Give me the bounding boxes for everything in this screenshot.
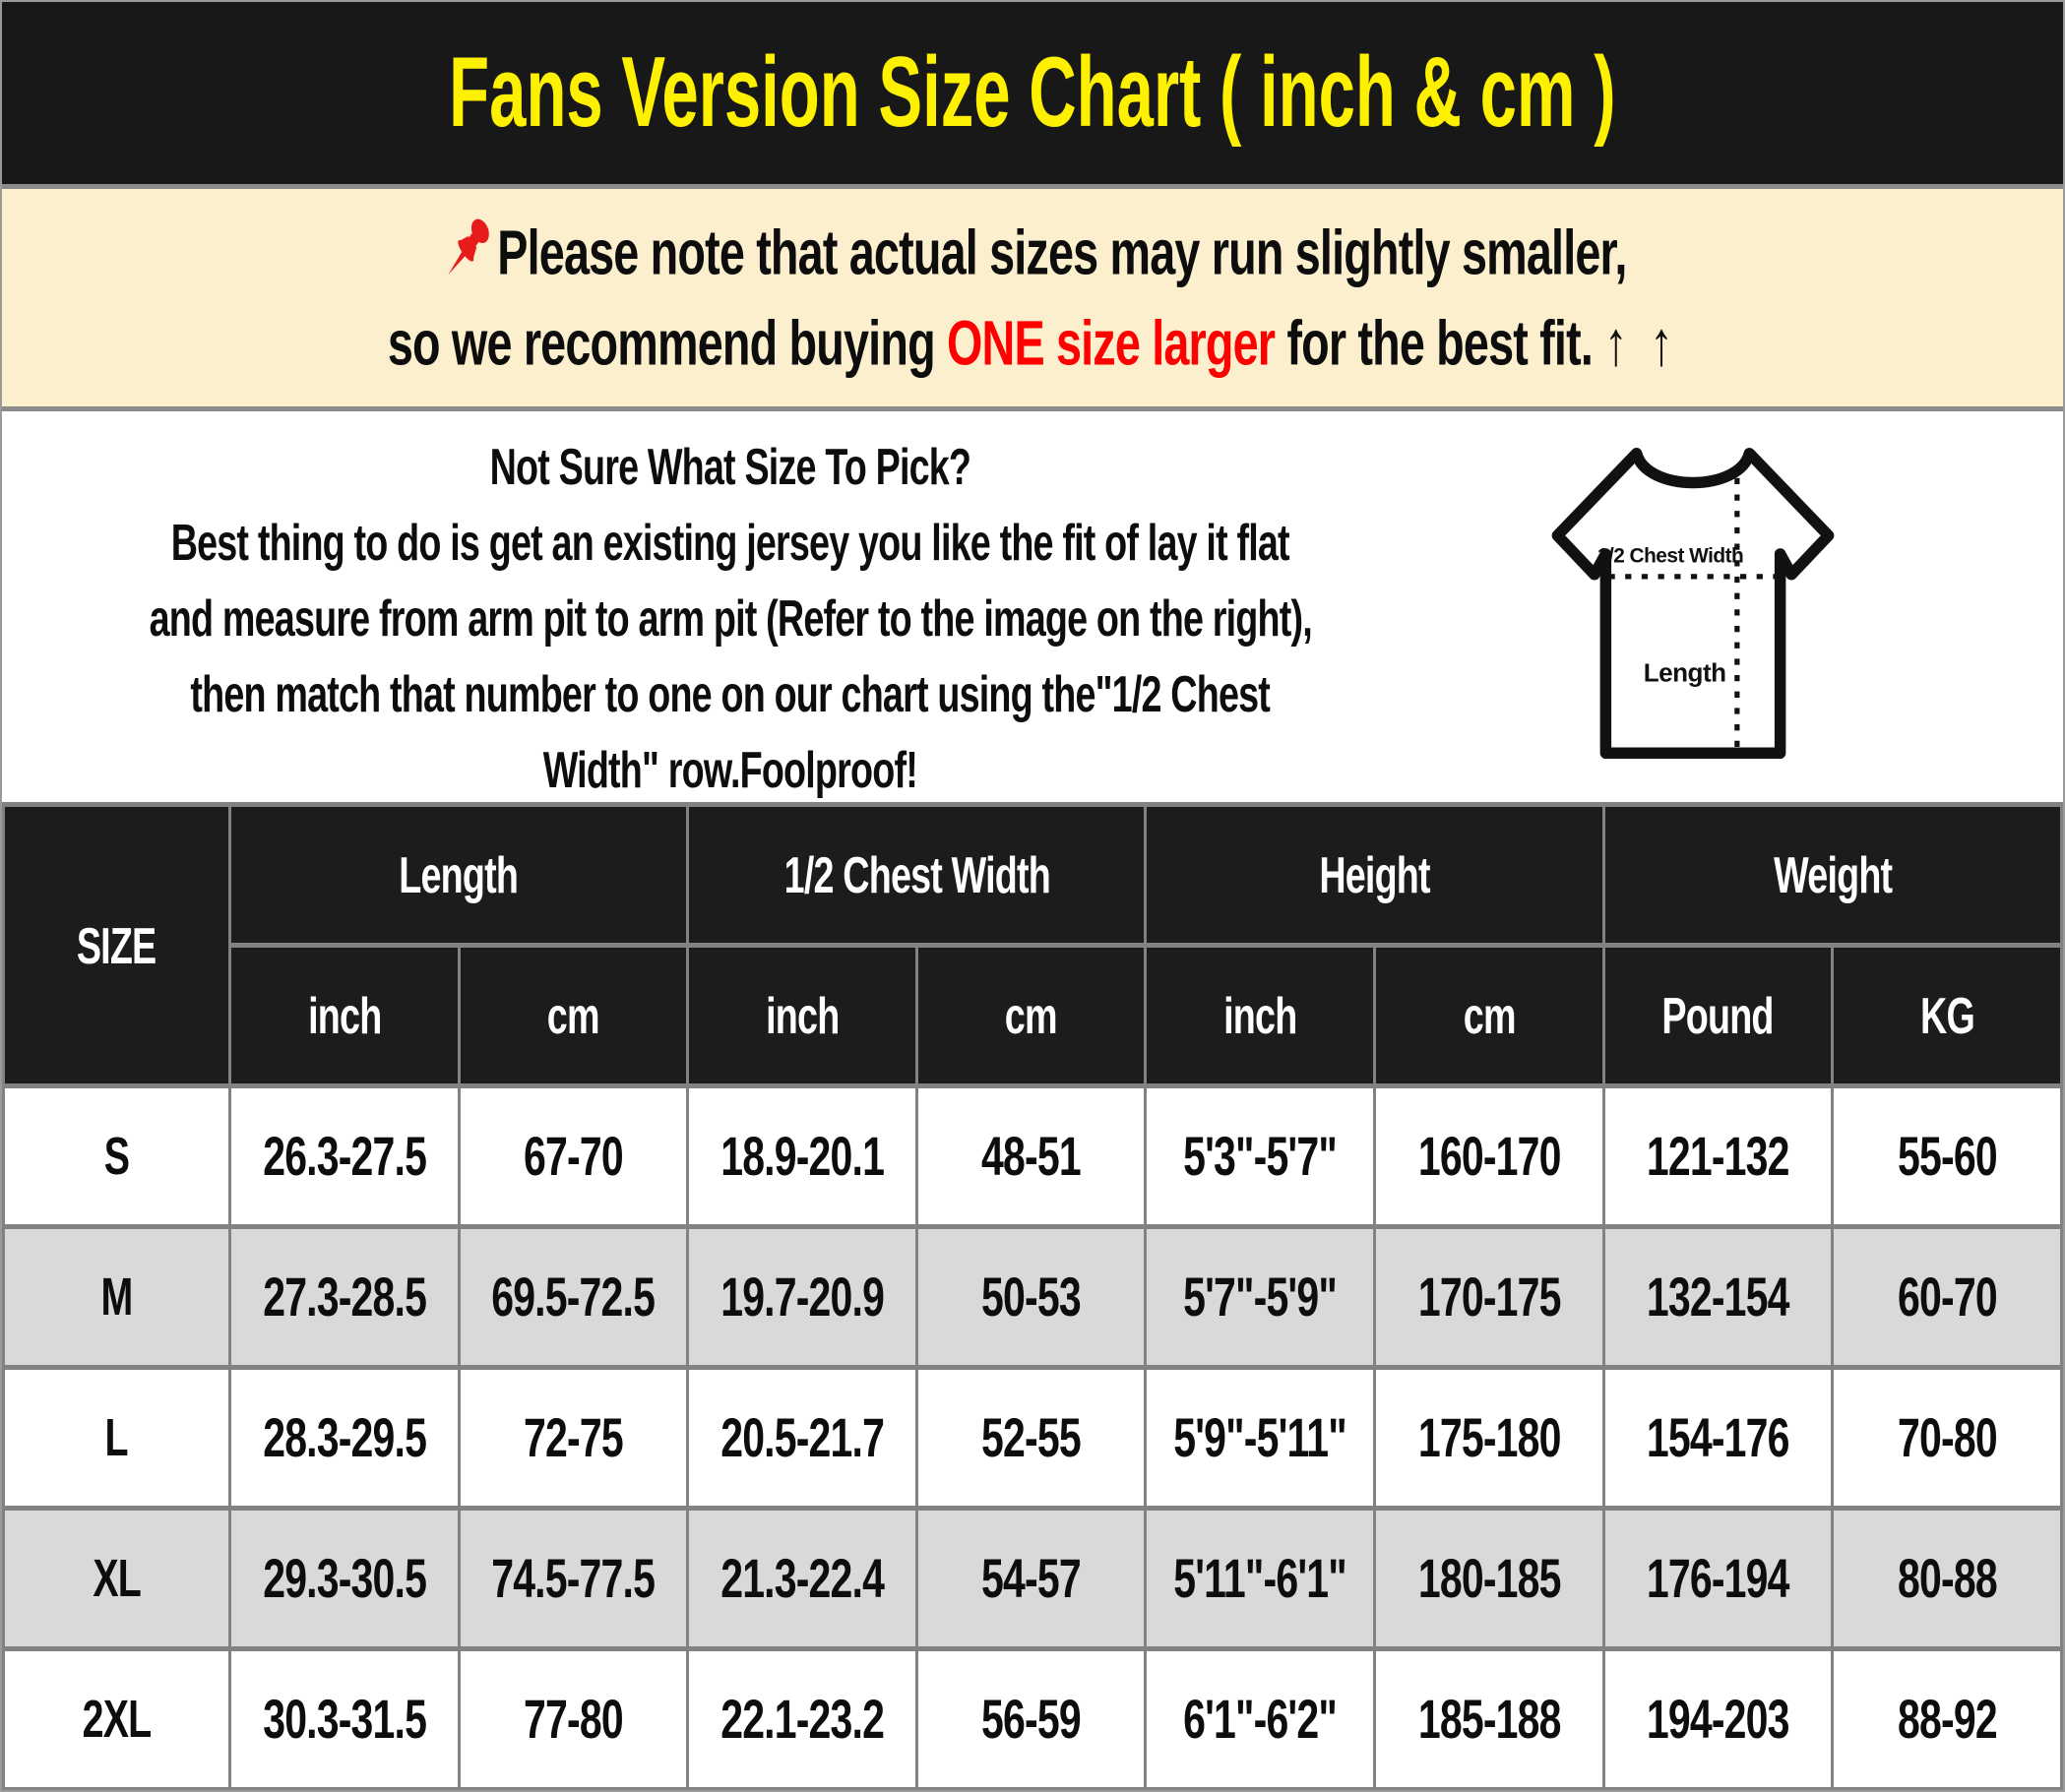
table-row-l: L 28.3-29.5 72-75 20.5-21.7 52-55 5'9"-5… <box>2 1365 2063 1511</box>
data-cell: 50-53 <box>914 1224 1148 1370</box>
size-cell: 2XL <box>2 1646 231 1790</box>
notice-line-1: Please note that actual sizes may run sl… <box>307 208 1757 298</box>
col-group-height: Height <box>1144 802 1605 948</box>
data-cell: 60-70 <box>1831 1224 2063 1370</box>
data-cell: 19.7-20.9 <box>686 1224 918 1370</box>
data-cell: 154-176 <box>1601 1365 1835 1511</box>
data-cell: 69.5-72.5 <box>457 1224 690 1370</box>
data-cell: 88-92 <box>1831 1646 2063 1790</box>
guide-heading: Not Sure What Size To Pick? <box>489 437 971 496</box>
data-cell: 72-75 <box>457 1365 690 1511</box>
data-cell: 6'1"-6'2" <box>1144 1646 1377 1790</box>
length-label: Length <box>1644 657 1726 687</box>
data-cell: 180-185 <box>1373 1506 1605 1651</box>
up-arrows: ↑ ↑ <box>1603 307 1678 379</box>
page-title: Fans Version Size Chart ( inch & cm ) <box>449 36 1616 149</box>
col-header-size: SIZE <box>2 802 231 1088</box>
size-table: SIZE Length 1/2 Chest Width Height Weigh… <box>2 802 2063 1790</box>
col-group-weight: Weight <box>1601 802 2063 948</box>
data-cell: 77-80 <box>457 1646 690 1790</box>
data-cell: 70-80 <box>1831 1365 2063 1511</box>
guide-line: Best thing to do is get an existing jers… <box>170 513 1290 572</box>
data-cell: 56-59 <box>914 1646 1148 1790</box>
table-row-2xl: 2XL 30.3-31.5 77-80 22.1-23.2 56-59 6'1"… <box>2 1646 2063 1790</box>
data-cell: 55-60 <box>1831 1083 2063 1229</box>
data-cell: 67-70 <box>457 1083 690 1229</box>
data-cell: 26.3-27.5 <box>228 1083 461 1229</box>
table-row-xl: XL 29.3-30.5 74.5-77.5 21.3-22.4 54-57 5… <box>2 1506 2063 1651</box>
data-cell: 80-88 <box>1831 1506 2063 1651</box>
data-cell: 30.3-31.5 <box>228 1646 461 1790</box>
data-cell: 29.3-30.5 <box>228 1506 461 1651</box>
table-row-m: M 27.3-28.5 69.5-72.5 19.7-20.9 50-53 5'… <box>2 1224 2063 1370</box>
guide-text: Not Sure What Size To Pick? Best thing t… <box>2 411 1459 808</box>
data-cell: 175-180 <box>1373 1365 1605 1511</box>
notice-text-1: Please note that actual sizes may run sl… <box>497 216 1628 288</box>
col-group-chest-width: 1/2 Chest Width <box>686 802 1148 948</box>
col-header-height-cm: cm <box>1373 943 1605 1088</box>
data-cell: 28.3-29.5 <box>228 1365 461 1511</box>
chest-width-label: 1/2 Chest Width <box>1597 544 1743 567</box>
data-cell: 185-188 <box>1373 1646 1605 1790</box>
col-header-weight-pound: Pound <box>1601 943 1835 1088</box>
size-cell: XL <box>2 1506 231 1651</box>
notice-text-2-pre: so we recommend buying <box>387 307 947 379</box>
data-cell: 5'9"-5'11" <box>1144 1365 1377 1511</box>
table-subheader-row: inch cm inch cm inch cm Pound KG <box>4 943 2063 1088</box>
col-header-chest-inch: inch <box>686 943 918 1088</box>
title-bar: Fans Version Size Chart ( inch & cm ) <box>2 2 2063 189</box>
data-cell: 176-194 <box>1601 1506 1835 1651</box>
size-cell: S <box>2 1083 231 1229</box>
data-cell: 54-57 <box>914 1506 1148 1651</box>
data-cell: 5'11"-6'1" <box>1144 1506 1377 1651</box>
table-row-s: S 26.3-27.5 67-70 18.9-20.1 48-51 5'3"-5… <box>2 1083 2063 1229</box>
data-cell: 5'7"-5'9" <box>1144 1224 1377 1370</box>
guide-line: Width" row.Foolproof! <box>542 740 918 799</box>
pushpin-icon <box>448 218 490 275</box>
col-header-length-cm: cm <box>457 943 690 1088</box>
col-header-height-inch: inch <box>1144 943 1377 1088</box>
data-cell: 21.3-22.4 <box>686 1506 918 1651</box>
tshirt-icon: 1/2 Chest Width Length <box>1551 448 1835 759</box>
data-cell: 194-203 <box>1601 1646 1835 1790</box>
data-cell: 132-154 <box>1601 1224 1835 1370</box>
col-header-weight-kg: KG <box>1831 943 2063 1088</box>
guide-line: then match that number to one on our cha… <box>190 664 1271 723</box>
size-cell: M <box>2 1224 231 1370</box>
col-header-chest-cm: cm <box>914 943 1148 1088</box>
data-cell: 74.5-77.5 <box>457 1506 690 1651</box>
data-cell: 20.5-21.7 <box>686 1365 918 1511</box>
guide-line: and measure from arm pit to arm pit (Ref… <box>149 588 1312 648</box>
data-cell: 52-55 <box>914 1365 1148 1511</box>
notice-text-2-post: for the best fit. <box>1274 307 1604 379</box>
data-cell: 22.1-23.2 <box>686 1646 918 1790</box>
data-cell: 18.9-20.1 <box>686 1083 918 1229</box>
data-cell: 5'3"-5'7" <box>1144 1083 1377 1229</box>
data-cell: 170-175 <box>1373 1224 1605 1370</box>
col-group-length: Length <box>227 802 690 948</box>
notice-line-2: so we recommend buying ONE size larger f… <box>246 298 1820 389</box>
notice-banner: Please note that actual sizes may run sl… <box>2 189 2063 411</box>
size-cell: L <box>2 1365 231 1511</box>
tshirt-diagram: 1/2 Chest Width Length <box>1549 439 1837 772</box>
data-cell: 121-132 <box>1601 1083 1835 1229</box>
data-cell: 27.3-28.5 <box>228 1224 461 1370</box>
col-header-length-inch: inch <box>228 943 461 1088</box>
data-cell: 48-51 <box>914 1083 1148 1229</box>
data-cell: 160-170 <box>1373 1083 1605 1229</box>
guide-section: Not Sure What Size To Pick? Best thing t… <box>2 411 2063 802</box>
one-size-larger-highlight: ONE size larger <box>946 307 1276 379</box>
table-group-header-row: SIZE Length 1/2 Chest Width Height Weigh… <box>2 802 2063 1088</box>
tshirt-outline <box>1551 448 1835 759</box>
